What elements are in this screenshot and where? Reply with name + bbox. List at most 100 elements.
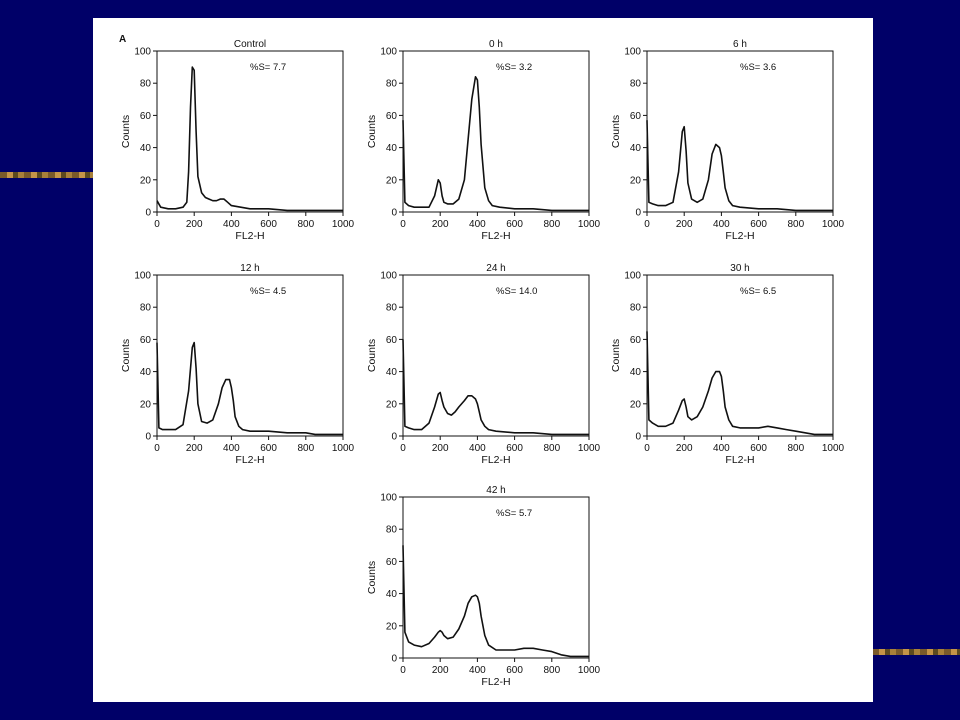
y-tick-label: 100	[134, 271, 151, 282]
y-tick-label: 0	[391, 654, 397, 665]
percent-s-annotation: %S= 3.6	[740, 62, 776, 73]
chart-title: Control	[234, 39, 266, 50]
x-tick-label: 200	[432, 443, 449, 454]
x-tick-label: 800	[787, 443, 804, 454]
x-tick-label: 600	[506, 219, 523, 230]
y-tick-label: 100	[380, 271, 397, 282]
chart-title: 0 h	[489, 39, 503, 50]
chart-title: 12 h	[240, 263, 259, 274]
x-tick-label: 0	[400, 219, 406, 230]
y-tick-label: 20	[386, 175, 398, 186]
percent-s-annotation: %S= 14.0	[496, 286, 537, 297]
y-tick-label: 20	[140, 399, 152, 410]
x-tick-label: 800	[297, 219, 314, 230]
y-tick-label: 60	[140, 335, 152, 346]
y-tick-label: 80	[386, 525, 398, 536]
y-tick-label: 20	[386, 399, 398, 410]
y-tick-label: 40	[386, 367, 398, 378]
x-tick-label: 1000	[578, 443, 601, 454]
x-tick-label: 200	[676, 443, 693, 454]
percent-s-annotation: %S= 5.7	[496, 508, 532, 519]
x-tick-label: 1000	[332, 219, 355, 230]
y-tick-label: 60	[386, 335, 398, 346]
plot-frame	[402, 274, 590, 437]
x-tick-label: 0	[154, 219, 160, 230]
y-tick-label: 40	[386, 143, 398, 154]
x-tick-label: 0	[154, 443, 160, 454]
y-tick-label: 80	[630, 303, 642, 314]
x-tick-label: 0	[400, 443, 406, 454]
histogram-line	[402, 75, 589, 212]
y-axis-label: Counts	[120, 115, 132, 148]
y-tick-label: 20	[140, 175, 152, 186]
x-tick-label: 600	[750, 443, 767, 454]
y-tick-label: 60	[630, 111, 642, 122]
x-axis-label: FL2-H	[481, 230, 510, 242]
x-tick-label: 800	[787, 219, 804, 230]
histogram-line	[402, 339, 589, 436]
chart-title: 42 h	[486, 485, 505, 496]
y-tick-label: 60	[630, 335, 642, 346]
x-tick-label: 200	[676, 219, 693, 230]
x-tick-label: 1000	[578, 219, 601, 230]
x-tick-label: 400	[469, 665, 486, 676]
x-tick-label: 400	[469, 443, 486, 454]
x-tick-label: 400	[713, 219, 730, 230]
x-tick-label: 800	[543, 219, 560, 230]
x-tick-label: 200	[186, 219, 203, 230]
y-tick-label: 40	[140, 143, 152, 154]
y-tick-label: 100	[380, 47, 397, 58]
y-tick-label: 80	[386, 303, 398, 314]
y-tick-label: 100	[380, 493, 397, 504]
percent-s-annotation: %S= 6.5	[740, 286, 776, 297]
x-tick-label: 400	[469, 219, 486, 230]
y-tick-label: 40	[630, 367, 642, 378]
y-tick-label: 100	[624, 271, 641, 282]
panel-label: A	[119, 34, 127, 45]
x-axis-label: FL2-H	[725, 230, 754, 242]
x-tick-label: 0	[644, 219, 650, 230]
x-tick-label: 1000	[578, 665, 601, 676]
x-tick-label: 800	[297, 443, 314, 454]
histogram-line	[156, 66, 343, 212]
percent-s-annotation: %S= 7.7	[250, 62, 286, 73]
y-tick-label: 0	[635, 208, 641, 219]
y-tick-label: 80	[630, 79, 642, 90]
x-tick-label: 800	[543, 665, 560, 676]
y-tick-label: 100	[624, 47, 641, 58]
x-axis-label: FL2-H	[235, 454, 264, 466]
x-tick-label: 600	[750, 219, 767, 230]
y-tick-label: 60	[140, 111, 152, 122]
x-tick-label: 1000	[822, 219, 845, 230]
x-axis-label: FL2-H	[725, 454, 754, 466]
y-axis-label: Counts	[366, 561, 378, 594]
x-tick-label: 1000	[822, 443, 845, 454]
y-tick-label: 0	[391, 432, 397, 443]
y-tick-label: 0	[391, 208, 397, 219]
y-tick-label: 40	[386, 589, 398, 600]
plot-frame	[156, 50, 344, 213]
y-tick-label: 80	[140, 303, 152, 314]
y-axis-label: Counts	[120, 339, 132, 372]
chart-title: 30 h	[730, 263, 749, 274]
y-tick-label: 0	[145, 432, 151, 443]
y-axis-label: Counts	[610, 339, 622, 372]
chart-title: 24 h	[486, 263, 505, 274]
x-axis-label: FL2-H	[481, 676, 510, 688]
y-tick-label: 80	[140, 79, 152, 90]
y-tick-label: 0	[145, 208, 151, 219]
x-tick-label: 0	[400, 665, 406, 676]
y-tick-label: 60	[386, 557, 398, 568]
x-tick-label: 600	[260, 443, 277, 454]
percent-s-annotation: %S= 4.5	[250, 286, 286, 297]
y-axis-label: Counts	[366, 115, 378, 148]
x-tick-label: 600	[260, 219, 277, 230]
x-tick-label: 200	[432, 219, 449, 230]
